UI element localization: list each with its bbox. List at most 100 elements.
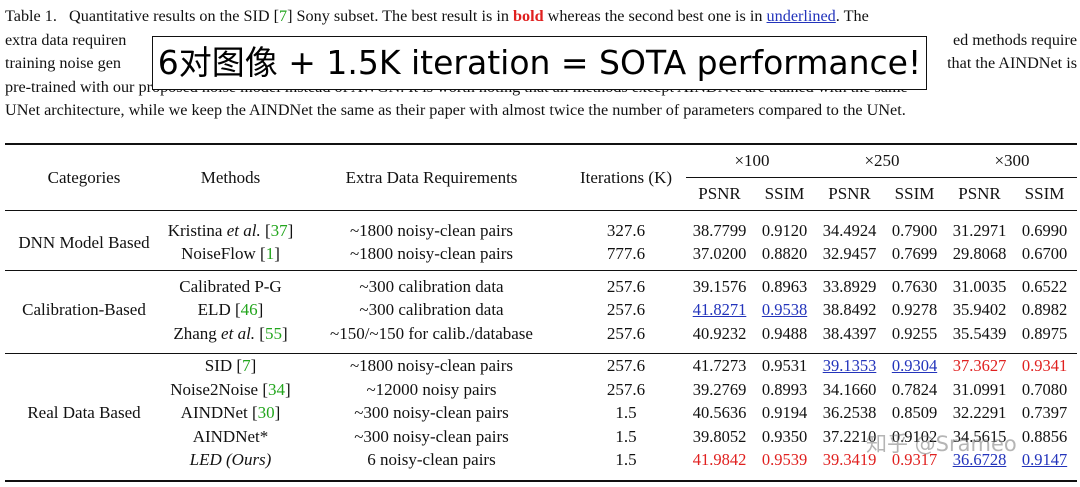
psnr-cell: 35.5439 bbox=[952, 323, 1007, 343]
group-rule-2 bbox=[5, 353, 1077, 354]
ssim-cell: 0.9488 bbox=[761, 323, 808, 343]
psnr-cell: 41.9842 bbox=[692, 450, 747, 470]
method-cell: Kristina et al. [37] bbox=[167, 220, 294, 240]
psnr-cell: 31.0035 bbox=[952, 276, 1007, 296]
ratio-rule bbox=[686, 177, 1077, 178]
ssim-cell: 0.7900 bbox=[891, 220, 938, 240]
ssim-cell: 0.9278 bbox=[891, 300, 938, 320]
table-row: LED (Ours) 6 noisy-clean pairs 1.5 41.9842 0… bbox=[5, 449, 1077, 473]
header-metric: PSNR bbox=[828, 183, 871, 203]
psnr-cell: 40.5636 bbox=[692, 403, 747, 423]
psnr-cell: 33.8929 bbox=[822, 276, 877, 296]
method-cell: NoiseFlow [1] bbox=[181, 244, 280, 264]
psnr-cell: 38.4397 bbox=[822, 323, 877, 343]
citation-link[interactable]: 34 bbox=[268, 379, 286, 399]
psnr-cell: 40.9232 bbox=[692, 323, 747, 343]
citation-link[interactable]: 7 bbox=[242, 356, 251, 376]
overlay-banner: 6对图像 + 1.5K iteration = SOTA performance… bbox=[152, 36, 927, 90]
iterations-cell: 1.5 bbox=[615, 403, 637, 423]
method-name: ELD bbox=[197, 300, 231, 320]
psnr-cell: 36.6728 bbox=[952, 450, 1007, 470]
psnr-cell: 34.1660 bbox=[822, 379, 877, 399]
ssim-cell: 0.7630 bbox=[891, 276, 938, 296]
table-row: NoiseFlow [1] ~1800 noisy-clean pairs 777.… bbox=[5, 243, 1077, 267]
ssim-cell: 0.8509 bbox=[891, 403, 938, 423]
citation-link[interactable]: 30 bbox=[257, 403, 275, 423]
ssim-cell: 0.6990 bbox=[1021, 220, 1068, 240]
ssim-cell: 0.9147 bbox=[1021, 450, 1068, 470]
citation-link[interactable]: 55 bbox=[264, 323, 282, 343]
ssim-cell: 0.9538 bbox=[761, 300, 808, 320]
table-row: Calibration-Based Calibrated P-G ~300 cali… bbox=[5, 275, 1077, 320]
ssim-cell: 0.9350 bbox=[761, 426, 808, 446]
extra-data-cell: ~1800 noisy-clean pairs bbox=[349, 220, 514, 240]
watermark: 知乎 @Srameo bbox=[866, 432, 1017, 456]
extra-data-cell: ~300 noisy-clean pairs bbox=[354, 426, 509, 446]
method-cell: SID [7] bbox=[204, 356, 257, 376]
ssim-cell: 0.8993 bbox=[761, 379, 808, 399]
method-name: Noise2Noise bbox=[170, 379, 259, 399]
ssim-cell: 0.8856 bbox=[1021, 426, 1068, 446]
header-metric: PSNR bbox=[958, 183, 1001, 203]
psnr-cell: 38.7799 bbox=[692, 220, 747, 240]
iterations-cell: 257.6 bbox=[606, 323, 646, 343]
header-extra-data: Extra Data Requirements bbox=[345, 167, 518, 187]
header-metric: SSIM bbox=[894, 183, 935, 203]
iterations-cell: 777.6 bbox=[606, 244, 646, 264]
psnr-cell: 36.2538 bbox=[822, 403, 877, 423]
psnr-cell: 39.3419 bbox=[822, 450, 877, 470]
psnr-cell: 32.9457 bbox=[822, 244, 877, 264]
extra-data-cell: ~150/~150 for calib./database bbox=[330, 323, 533, 343]
method-name: Kristina bbox=[167, 220, 223, 240]
ssim-cell: 0.6700 bbox=[1021, 244, 1068, 264]
ssim-cell: 0.9341 bbox=[1021, 356, 1068, 376]
table-row: AINDNet* ~300 noisy-clean pairs 1.5 39.8052… bbox=[5, 425, 1077, 449]
citation-link[interactable]: 46 bbox=[240, 300, 258, 320]
extra-data-cell: ~300 calibration data bbox=[359, 300, 504, 320]
category-cell: Calibration-Based bbox=[22, 300, 146, 320]
table-row: Zhang et al. [55] ~150/~150 for calib./da… bbox=[5, 322, 1077, 346]
citation-link[interactable]: 1 bbox=[265, 244, 275, 264]
extra-data-cell: ~300 noisy-clean pairs bbox=[354, 403, 509, 423]
ssim-cell: 0.8982 bbox=[1021, 300, 1068, 320]
table-bottom-rule bbox=[5, 480, 1077, 482]
table-caption: Table 1. Quantitative results on the SID… bbox=[5, 7, 1077, 119]
header-categories: Categories bbox=[47, 167, 121, 187]
iterations-cell: 257.6 bbox=[606, 379, 646, 399]
header-metric: SSIM bbox=[1024, 183, 1065, 203]
psnr-cell: 37.0200 bbox=[692, 244, 747, 264]
method-name: SID bbox=[204, 356, 233, 376]
table-row: DNN Model Based Kristina et al. [37] ~1800… bbox=[5, 219, 1077, 252]
citation-link[interactable]: 37 bbox=[270, 220, 288, 240]
ssim-cell: 0.7397 bbox=[1021, 403, 1068, 423]
psnr-cell: 37.2210 bbox=[822, 426, 877, 446]
psnr-cell: 31.0991 bbox=[952, 379, 1007, 399]
citation-link[interactable]: 7 bbox=[279, 7, 288, 25]
table-top-rule bbox=[5, 143, 1077, 145]
ssim-cell: 0.9120 bbox=[761, 220, 808, 240]
iterations-cell: 1.5 bbox=[615, 450, 637, 470]
iterations-cell: 257.6 bbox=[606, 300, 646, 320]
category-cell: Real Data Based bbox=[27, 403, 141, 423]
psnr-cell: 41.8271 bbox=[692, 300, 747, 320]
ssim-cell: 0.9539 bbox=[761, 450, 808, 470]
header-rule bbox=[5, 210, 1077, 211]
method-etal: et al. bbox=[226, 220, 261, 240]
header-iterations: Iterations (K) bbox=[579, 167, 673, 187]
ssim-cell: 0.7824 bbox=[891, 379, 938, 399]
method-cell: Zhang et al. [55] bbox=[173, 323, 288, 343]
ssim-cell: 0.9531 bbox=[761, 356, 808, 376]
psnr-cell: 39.1576 bbox=[692, 276, 747, 296]
extra-data-cell: ~12000 noisy pairs bbox=[366, 379, 497, 399]
extra-data-cell: ~1800 noisy-clean pairs bbox=[349, 244, 514, 264]
extra-data-cell: ~1800 noisy-clean pairs bbox=[349, 356, 514, 376]
ssim-cell: 0.9102 bbox=[891, 426, 938, 446]
table-row: AINDNet [30] ~300 noisy-clean pairs 1.5 40.… bbox=[5, 402, 1077, 426]
method-cell: AINDNet [30] bbox=[180, 403, 281, 423]
method-name: AINDNet bbox=[180, 403, 248, 423]
method-name: Calibrated P-G bbox=[179, 276, 282, 296]
ssim-cell: 0.8963 bbox=[761, 276, 808, 296]
method-cell: LED (Ours) bbox=[163, 449, 298, 473]
psnr-cell: 32.2291 bbox=[952, 403, 1007, 423]
psnr-cell: 35.9402 bbox=[952, 300, 1007, 320]
